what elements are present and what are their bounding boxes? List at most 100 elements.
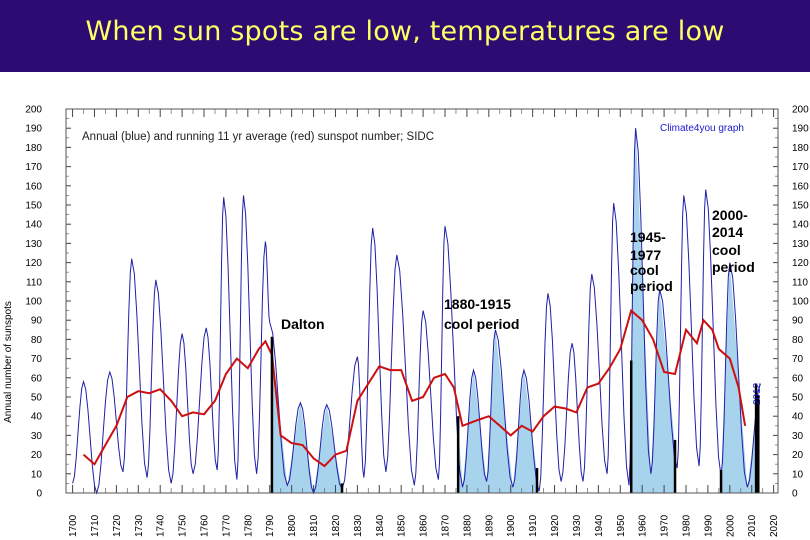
x-tick-label: 2010 — [747, 514, 758, 537]
period-2000-label-line4: period — [712, 259, 755, 275]
slide-title: When sun spots are low, temperatures are… — [85, 16, 725, 47]
y-tick-label-left: 100 — [25, 297, 42, 308]
y-tick-label-right: 0 — [792, 489, 798, 500]
y-tick-label-right: 130 — [792, 239, 809, 250]
x-tick-label: 1820 — [331, 514, 342, 537]
x-tick-label: 1850 — [397, 514, 408, 537]
y-tick-label-right: 170 — [792, 162, 809, 173]
x-tick-label: 1930 — [572, 514, 583, 537]
period-1945-label-line1: 1945- — [630, 229, 666, 245]
x-tick-label: 1940 — [594, 514, 605, 537]
x-tick-label: 1770 — [221, 514, 232, 537]
running-average-line — [82, 308, 747, 468]
period-1945-label-line2: 1977 — [630, 247, 661, 263]
dalton-label: Dalton — [281, 316, 325, 332]
y-tick-labels-right: 0 10 20 30 40 50 60 70 80 90 100 110 120 130 140 150 160… — [792, 105, 809, 500]
y-tick-label-right: 140 — [792, 220, 809, 231]
x-tick-label: 1860 — [419, 514, 430, 537]
x-tick-label: 1780 — [243, 514, 254, 537]
y-tick-label-right: 120 — [792, 258, 809, 269]
shaded-period-4 — [721, 262, 759, 493]
y-tick-label-left: 190 — [25, 124, 42, 135]
y-tick-labels-left: 0 10 20 30 40 50 60 70 80 90 100 110 120 130 140 150 160… — [25, 105, 42, 500]
y-tick-label-right: 10 — [792, 469, 804, 480]
x-tick-label: 1990 — [703, 514, 714, 537]
x-tick-label: 1830 — [353, 514, 364, 537]
x-tick-label: 1800 — [287, 514, 298, 537]
y-tick-label-left: 80 — [31, 335, 43, 346]
y-tick-label-right: 30 — [792, 431, 804, 442]
y-tick-label-right: 100 — [792, 297, 809, 308]
y-tick-label-left: 160 — [25, 181, 42, 192]
y-tick-label-right: 40 — [792, 412, 804, 423]
year-marker-2012: 2012 — [752, 382, 763, 405]
y-tick-label-left: 180 — [25, 143, 42, 154]
axis-ticks — [66, 108, 778, 494]
series-lines — [72, 128, 761, 495]
y-tick-label-left: 150 — [25, 201, 42, 212]
x-tick-label: 1960 — [638, 514, 649, 537]
period-2000-label-line2: 2014 — [712, 224, 743, 240]
x-tick-label: 1890 — [484, 514, 495, 537]
y-tick-label-left: 60 — [31, 373, 43, 384]
period-1880-label-line2: cool period — [444, 316, 519, 332]
y-tick-label-right: 20 — [792, 450, 804, 461]
y-tick-label-right: 200 — [792, 105, 809, 116]
x-tick-labels: 1700 1710 1720 1730 1740 1750 1760 1770 1780 1790… — [68, 514, 780, 537]
chart-credit: Climate4you graph — [660, 123, 744, 134]
y-tick-label-right: 80 — [792, 335, 804, 346]
x-tick-label: 1880 — [462, 514, 473, 537]
period-2000-label-line3: cool — [712, 242, 741, 258]
y-tick-label-right: 180 — [792, 143, 809, 154]
x-tick-label: 1870 — [441, 514, 452, 537]
x-tick-label: 1760 — [200, 514, 211, 537]
title-bar — [0, 0, 810, 72]
y-tick-label-left: 130 — [25, 239, 42, 250]
x-tick-label: 1750 — [178, 514, 189, 537]
period-1945-label-line3: cool — [630, 262, 659, 278]
x-tick-label: 1730 — [134, 514, 145, 537]
y-tick-label-right: 190 — [792, 124, 809, 135]
x-tick-label: 1720 — [112, 514, 123, 537]
x-tick-label: 1700 — [68, 514, 79, 537]
period-1945-label-line4: period — [630, 278, 673, 294]
y-tick-label-left: 170 — [25, 162, 42, 173]
annual-sunspot-line — [72, 128, 761, 495]
x-tick-label: 1920 — [550, 514, 561, 537]
y-tick-label-right: 60 — [792, 373, 804, 384]
period-marker-bars — [270, 336, 760, 493]
x-tick-label: 1810 — [309, 514, 320, 537]
plot-frame — [65, 108, 779, 494]
x-tick-label: 1710 — [90, 514, 101, 537]
y-tick-label-left: 20 — [31, 450, 43, 461]
y-tick-label-left: 120 — [25, 258, 42, 269]
y-tick-label-left: 90 — [31, 316, 43, 327]
y-tick-label-right: 110 — [792, 277, 808, 288]
shaded-period-2 — [458, 329, 538, 493]
y-tick-label-right: 70 — [792, 354, 804, 365]
y-tick-label-left: 40 — [31, 412, 43, 423]
x-tick-label: 1980 — [681, 514, 692, 537]
x-tick-label: 1790 — [265, 514, 276, 537]
y-tick-label-left: 200 — [25, 105, 42, 116]
x-tick-label: 1970 — [660, 514, 671, 537]
y-tick-label-right: 160 — [792, 181, 809, 192]
y-axis-label: Annual number of sunspots — [3, 301, 14, 423]
sunspot-chart: 0102030405060708090100110120130140150160… — [3, 105, 809, 538]
x-tick-label: 1910 — [528, 514, 539, 537]
shaded-period-1 — [271, 342, 343, 493]
x-tick-label: 2020 — [769, 514, 780, 537]
x-tick-label: 1740 — [156, 514, 167, 537]
y-tick-label-left: 140 — [25, 220, 42, 231]
y-tick-label-right: 90 — [792, 316, 804, 327]
period-2000-label-line1: 2000- — [712, 207, 748, 223]
shaded-period-3 — [631, 128, 676, 493]
y-tick-label-left: 50 — [31, 393, 43, 404]
x-tick-label: 2000 — [725, 514, 736, 537]
y-tick-label-left: 0 — [36, 489, 42, 500]
y-tick-label-right: 50 — [792, 393, 804, 404]
y-tick-label-right: 150 — [792, 201, 809, 212]
chart-title: Annual (blue) and running 11 yr average … — [82, 131, 434, 143]
y-tick-label-left: 10 — [31, 469, 43, 480]
y-tick-label-left: 30 — [31, 431, 43, 442]
